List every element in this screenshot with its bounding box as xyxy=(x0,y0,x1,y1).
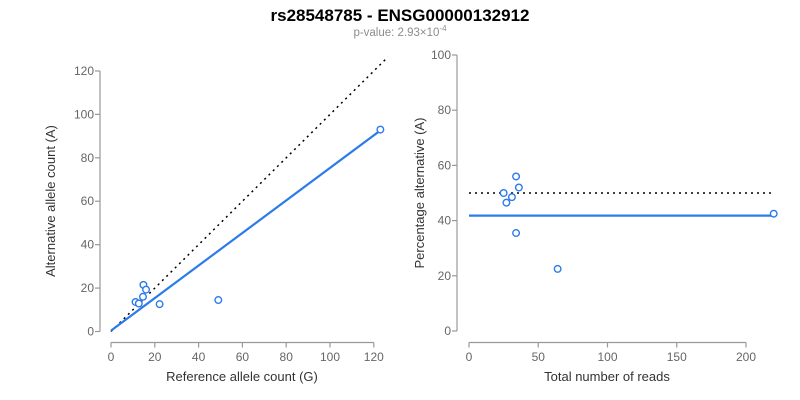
data-point xyxy=(514,183,523,192)
x-tick-label: 50 xyxy=(532,350,546,364)
y-tick-label: 0 xyxy=(87,325,94,339)
y-tick-label: 100 xyxy=(431,48,451,62)
x-tick-label: 20 xyxy=(148,350,162,364)
x-tick-label: 200 xyxy=(736,350,756,364)
data-point xyxy=(499,188,508,197)
y-tick-label: 60 xyxy=(438,158,452,172)
y-tick-label: 80 xyxy=(81,151,95,165)
identity-line xyxy=(110,56,389,333)
regression-line xyxy=(110,128,383,332)
data-point xyxy=(512,229,521,238)
x-tick-label: 40 xyxy=(192,350,206,364)
x-tick-label: 0 xyxy=(466,350,473,364)
y-tick-label: 60 xyxy=(81,194,95,208)
data-point xyxy=(134,299,143,308)
y-tick-label: 120 xyxy=(74,64,94,78)
data-point xyxy=(512,172,521,181)
data-point xyxy=(502,198,511,207)
y-tick-label: 100 xyxy=(74,107,94,121)
data-point xyxy=(769,209,778,218)
y-tick-label: 20 xyxy=(81,281,95,295)
plot-subtitle: p-value: 2.93×10-4 xyxy=(0,24,800,39)
y-axis-title: Percentage alternative (A) xyxy=(412,117,427,268)
y-axis-title: Alternative allele count (A) xyxy=(43,125,58,277)
x-tick-label: 100 xyxy=(597,350,617,364)
data-point xyxy=(553,264,562,273)
y-tick-label: 80 xyxy=(438,103,452,117)
data-point xyxy=(376,125,385,134)
y-tick-label: 40 xyxy=(438,214,452,228)
data-point xyxy=(155,300,164,309)
y-tick-label: 40 xyxy=(81,238,95,252)
x-tick-label: 0 xyxy=(108,350,115,364)
p-value-exponent: -4 xyxy=(439,24,447,33)
data-point xyxy=(507,193,516,202)
x-tick-label: 80 xyxy=(280,350,294,364)
data-point xyxy=(142,285,151,294)
y-tick-label: 20 xyxy=(438,269,452,283)
x-tick-label: 60 xyxy=(236,350,250,364)
data-point xyxy=(138,292,147,301)
plot-title: rs28548785 - ENSG00000132912 xyxy=(270,6,530,25)
x-tick-label: 120 xyxy=(364,350,384,364)
x-axis-title: Reference allele count (G) xyxy=(166,369,318,384)
x-tick-label: 100 xyxy=(320,350,340,364)
y-tick-label: 0 xyxy=(444,324,451,338)
data-point xyxy=(214,296,223,305)
p-value-label: p-value: xyxy=(353,26,398,39)
x-axis-title: Total number of reads xyxy=(544,369,670,384)
x-tick-label: 150 xyxy=(667,350,687,364)
p-value-base: 2.93×10 xyxy=(397,26,440,39)
